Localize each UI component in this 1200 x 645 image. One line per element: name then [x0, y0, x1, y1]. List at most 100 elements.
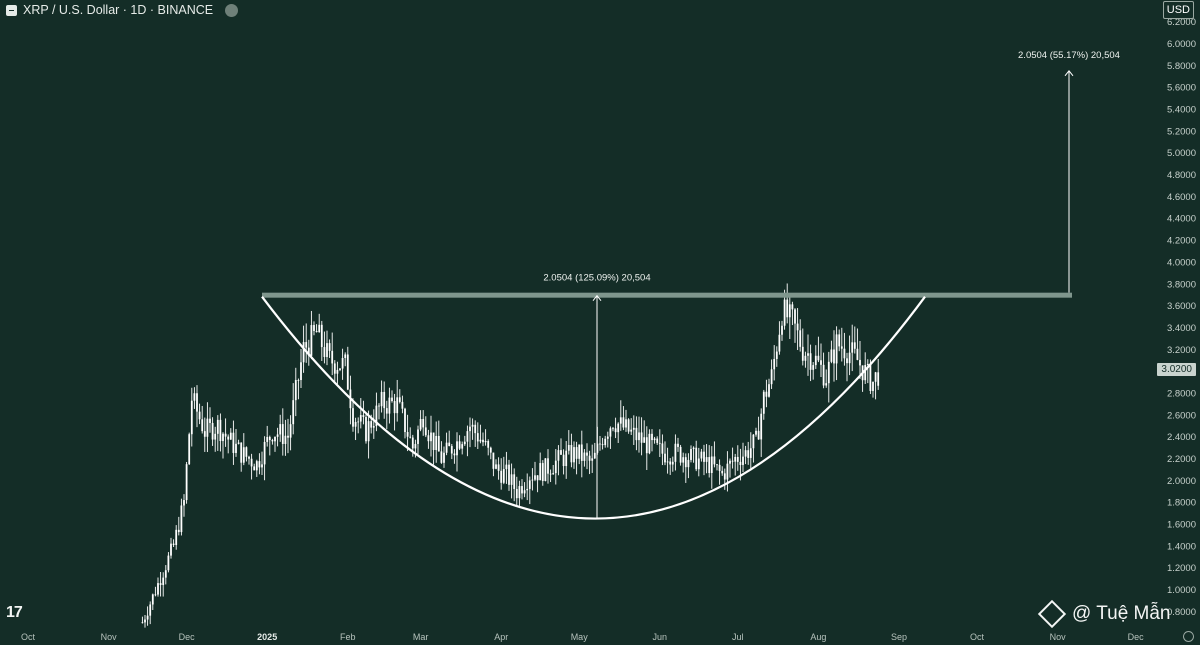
gear-icon[interactable]	[1183, 631, 1194, 642]
candle-body	[227, 436, 230, 440]
candle-body	[833, 349, 835, 364]
candle-body	[541, 463, 544, 481]
candle-body	[593, 452, 596, 459]
currency-button[interactable]: USD	[1162, 1, 1194, 19]
candle-body	[851, 342, 854, 353]
candle-body	[762, 391, 765, 414]
candle-body	[804, 355, 807, 361]
candle-body	[268, 436, 271, 441]
candle-body	[765, 391, 768, 397]
price-tick-label: 3.4000	[1167, 323, 1196, 334]
drawings[interactable]: 2.0504 (125.09%) 20,504 2.0504 (55.17%) 2…	[261, 50, 1120, 520]
candle-body	[427, 435, 430, 442]
candle-body	[432, 432, 435, 450]
price-axis[interactable]: 6.2000 6.0000 5.8000 5.6000 5.4000 5.2000 5.00…	[1167, 17, 1196, 618]
candle-body	[625, 419, 627, 428]
candle-body	[835, 334, 838, 364]
candle-body	[232, 432, 235, 453]
symbol-header[interactable]: XRP / U.S. Dollar · 1D · BINANCE	[6, 3, 239, 17]
candle-body	[814, 355, 817, 366]
price-tick-label: 2.2000	[1167, 454, 1196, 465]
candle-body	[768, 384, 770, 397]
candle-body	[669, 461, 672, 465]
candle-body	[697, 458, 700, 470]
candle-body	[281, 424, 284, 444]
candle-body	[437, 435, 440, 452]
candle-body	[203, 431, 206, 437]
candle-body	[396, 397, 399, 414]
time-axis[interactable]: Oct Nov Dec 2025 Feb Mar Apr May Jun Jul Aug Sep Oct…	[21, 632, 1144, 642]
candle-body	[157, 583, 159, 595]
candle-body	[149, 604, 152, 616]
candle-body	[853, 342, 856, 349]
candle-body	[170, 543, 172, 556]
time-tick-label: Feb	[340, 632, 356, 642]
candle-body	[739, 461, 742, 465]
candle-body	[362, 415, 365, 417]
candle-body	[708, 457, 711, 473]
candle-body	[370, 421, 373, 428]
candle-body	[492, 452, 495, 469]
candle-body	[284, 435, 287, 444]
candle-body	[302, 342, 305, 363]
candle-body	[723, 473, 726, 480]
candle-body	[365, 416, 367, 442]
arrow-head	[1064, 70, 1074, 77]
arrow-head	[592, 294, 602, 301]
candle-body	[313, 325, 315, 331]
candle-body	[357, 421, 360, 423]
candle-body	[263, 441, 266, 465]
price-tick-label: 1.8000	[1167, 498, 1196, 509]
candle-body	[635, 427, 638, 441]
price-tick-label: 0.8000	[1167, 607, 1196, 618]
candle-body	[749, 448, 752, 458]
price-tick-label: 1.0000	[1167, 585, 1196, 596]
symbol-title[interactable]: XRP / U.S. Dollar · 1D · BINANCE	[23, 3, 214, 17]
candle-body	[448, 442, 451, 447]
share-icon[interactable]	[225, 3, 239, 17]
candle-body	[185, 464, 188, 501]
candle-body	[718, 464, 721, 471]
candle-body	[274, 436, 276, 442]
time-tick-label: Nov	[1050, 632, 1067, 642]
candle-body	[788, 304, 791, 318]
candle-body	[224, 433, 227, 437]
candle-body	[445, 442, 448, 453]
candle-body	[536, 475, 539, 481]
candle-body	[801, 346, 804, 361]
time-tick-label: Jul	[732, 632, 744, 642]
candle-body	[411, 437, 414, 449]
candle-body	[502, 469, 505, 483]
candle-body	[328, 343, 331, 351]
candle-body	[216, 419, 219, 434]
candle-body	[830, 349, 833, 362]
candle-body	[656, 438, 659, 443]
candle-body	[812, 365, 815, 370]
candle-body	[461, 444, 464, 449]
candle-body	[383, 391, 386, 409]
price-tick-label: 4.6000	[1167, 192, 1196, 203]
candle-body	[211, 422, 214, 440]
candle-body	[703, 451, 705, 462]
candle-body	[424, 427, 427, 436]
candle-body	[560, 450, 562, 455]
candle-body	[209, 418, 211, 423]
candle-body	[653, 438, 656, 441]
candle-body	[869, 363, 872, 391]
candle-body	[840, 346, 843, 349]
candle-body	[599, 443, 601, 445]
candle-body	[554, 460, 557, 474]
price-tick-label: 1.2000	[1167, 563, 1196, 574]
candle-body	[755, 430, 757, 435]
candle-body	[245, 447, 248, 457]
candle-body	[271, 440, 274, 442]
tradingview-logo[interactable]: 17	[6, 604, 23, 621]
candle-body	[375, 405, 378, 427]
candle-body	[393, 401, 396, 414]
candle-body	[469, 426, 471, 432]
candle-body	[591, 458, 594, 461]
candle-body	[843, 348, 846, 359]
candle-body	[586, 452, 588, 456]
candle-body	[630, 429, 633, 432]
